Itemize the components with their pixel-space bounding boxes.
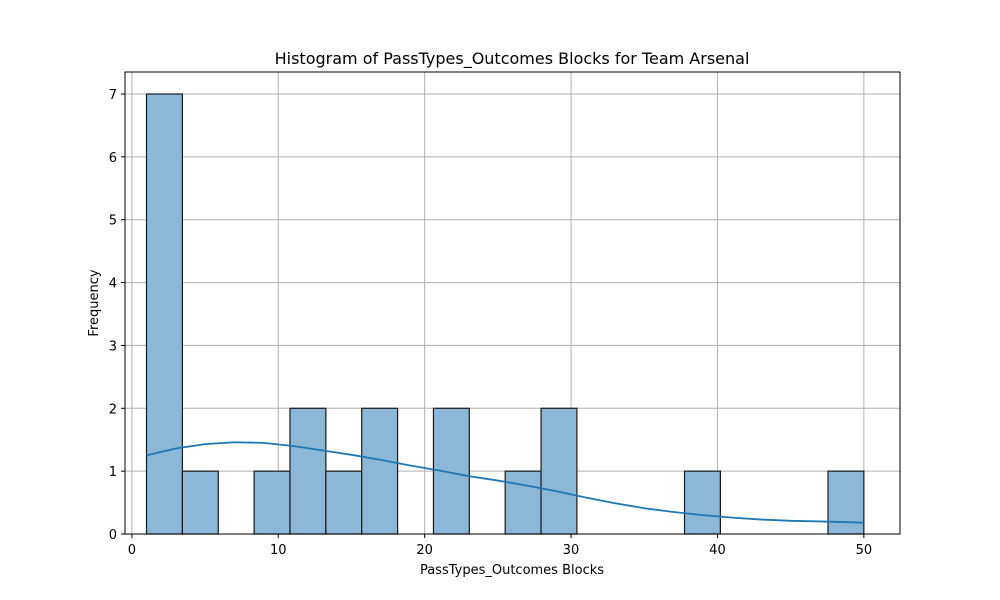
chart-title: Histogram of PassTypes_Outcomes Blocks f… bbox=[275, 49, 750, 69]
kde-curve bbox=[146, 441, 864, 524]
y-tick-label: 6 bbox=[109, 151, 117, 166]
x-tick-label: 40 bbox=[709, 543, 726, 558]
kde-curve-group bbox=[146, 441, 864, 524]
histogram-bar bbox=[181, 470, 219, 535]
histogram-bar bbox=[289, 407, 327, 535]
histogram-bars bbox=[145, 93, 865, 535]
x-tick-label: 10 bbox=[270, 543, 287, 558]
histogram-bar bbox=[540, 407, 578, 535]
histogram-bar bbox=[361, 407, 399, 535]
y-tick-label: 1 bbox=[109, 465, 117, 480]
y-tick-label: 0 bbox=[109, 528, 117, 543]
x-axis-label: PassTypes_Outcomes Blocks bbox=[420, 563, 604, 578]
y-tick-label: 7 bbox=[109, 88, 117, 103]
x-tick-label: 30 bbox=[563, 543, 580, 558]
plot-frame bbox=[124, 71, 901, 535]
histogram-bar bbox=[827, 470, 865, 535]
histogram-bar bbox=[683, 470, 721, 535]
histogram-bar bbox=[253, 470, 291, 535]
x-tick-label: 0 bbox=[128, 543, 136, 558]
y-tick-label: 5 bbox=[109, 214, 117, 229]
y-axis-label: Frequency bbox=[87, 269, 102, 336]
histogram-bar bbox=[325, 470, 363, 535]
grid-lines bbox=[125, 72, 900, 535]
y-tick-label: 2 bbox=[109, 402, 117, 417]
y-tick-label: 3 bbox=[109, 339, 117, 354]
y-axis-ticks: 0 1 2 3 4 5 6 7 bbox=[109, 88, 125, 543]
x-tick-label: 20 bbox=[416, 543, 433, 558]
histogram-bar bbox=[504, 470, 542, 535]
histogram-bar bbox=[145, 93, 183, 535]
x-tick-label: 50 bbox=[856, 543, 873, 558]
y-tick-label: 4 bbox=[109, 277, 117, 292]
x-axis-ticks: 0 10 20 30 40 50 bbox=[128, 534, 872, 558]
